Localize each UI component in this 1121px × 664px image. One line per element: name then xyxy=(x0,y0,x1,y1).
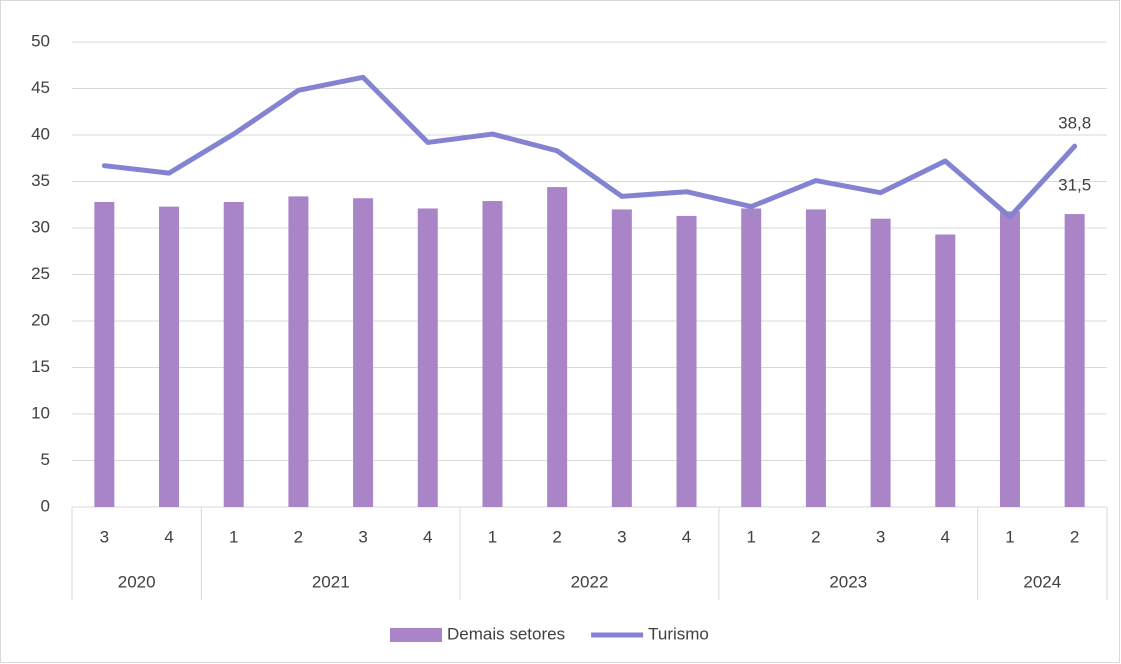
x-tick-label: 4 xyxy=(164,527,173,546)
group-label: 2020 xyxy=(118,572,156,591)
x-tick-label: 2 xyxy=(294,527,303,546)
bar xyxy=(999,211,1020,507)
y-tick-label: 0 xyxy=(41,496,50,515)
bar xyxy=(417,208,438,507)
y-tick-label: 50 xyxy=(31,31,50,50)
bar xyxy=(611,209,632,507)
bar xyxy=(1064,214,1085,508)
x-tick-label: 1 xyxy=(229,527,238,546)
group-label: 2023 xyxy=(829,572,867,591)
x-tick-label: 1 xyxy=(488,527,497,546)
y-tick-label: 10 xyxy=(31,403,50,422)
x-tick-label: 1 xyxy=(1005,527,1014,546)
bar xyxy=(223,201,244,507)
y-tick-label: 5 xyxy=(41,450,50,469)
x-tick-label: 1 xyxy=(746,527,755,546)
bar xyxy=(870,218,891,507)
legend-swatch xyxy=(390,628,442,642)
bar xyxy=(353,198,374,508)
legend-label: Turismo xyxy=(648,624,709,643)
x-tick-label: 3 xyxy=(617,527,626,546)
y-tick-label: 45 xyxy=(31,78,50,97)
bar xyxy=(805,209,826,507)
data-label: 38,8 xyxy=(1058,114,1091,133)
bar xyxy=(547,187,568,507)
y-tick-label: 25 xyxy=(31,264,50,283)
bar xyxy=(676,215,697,507)
y-tick-label: 15 xyxy=(31,357,50,376)
bar xyxy=(159,206,180,508)
data-label: 31,5 xyxy=(1058,176,1091,195)
x-tick-label: 4 xyxy=(941,527,950,546)
x-tick-label: 4 xyxy=(423,527,432,546)
bar xyxy=(741,208,762,507)
legend-label: Demais setores xyxy=(447,624,565,643)
y-tick-label: 40 xyxy=(31,124,50,143)
x-tick-label: 3 xyxy=(100,527,109,546)
x-tick-label: 2 xyxy=(1070,527,1079,546)
group-label: 2021 xyxy=(312,572,350,591)
line xyxy=(101,74,1078,220)
x-tick-label: 2 xyxy=(811,527,820,546)
y-tick-label: 30 xyxy=(31,217,50,236)
group-label: 2024 xyxy=(1023,572,1061,591)
bar xyxy=(94,201,115,507)
y-tick-label: 20 xyxy=(31,310,50,329)
bar xyxy=(288,196,309,507)
x-tick-label: 3 xyxy=(358,527,367,546)
x-tick-label: 4 xyxy=(682,527,691,546)
x-tick-label: 3 xyxy=(876,527,885,546)
y-tick-label: 35 xyxy=(31,171,50,190)
bar xyxy=(482,201,503,507)
group-label: 2022 xyxy=(571,572,609,591)
bar xyxy=(935,234,956,507)
x-tick-label: 2 xyxy=(552,527,561,546)
